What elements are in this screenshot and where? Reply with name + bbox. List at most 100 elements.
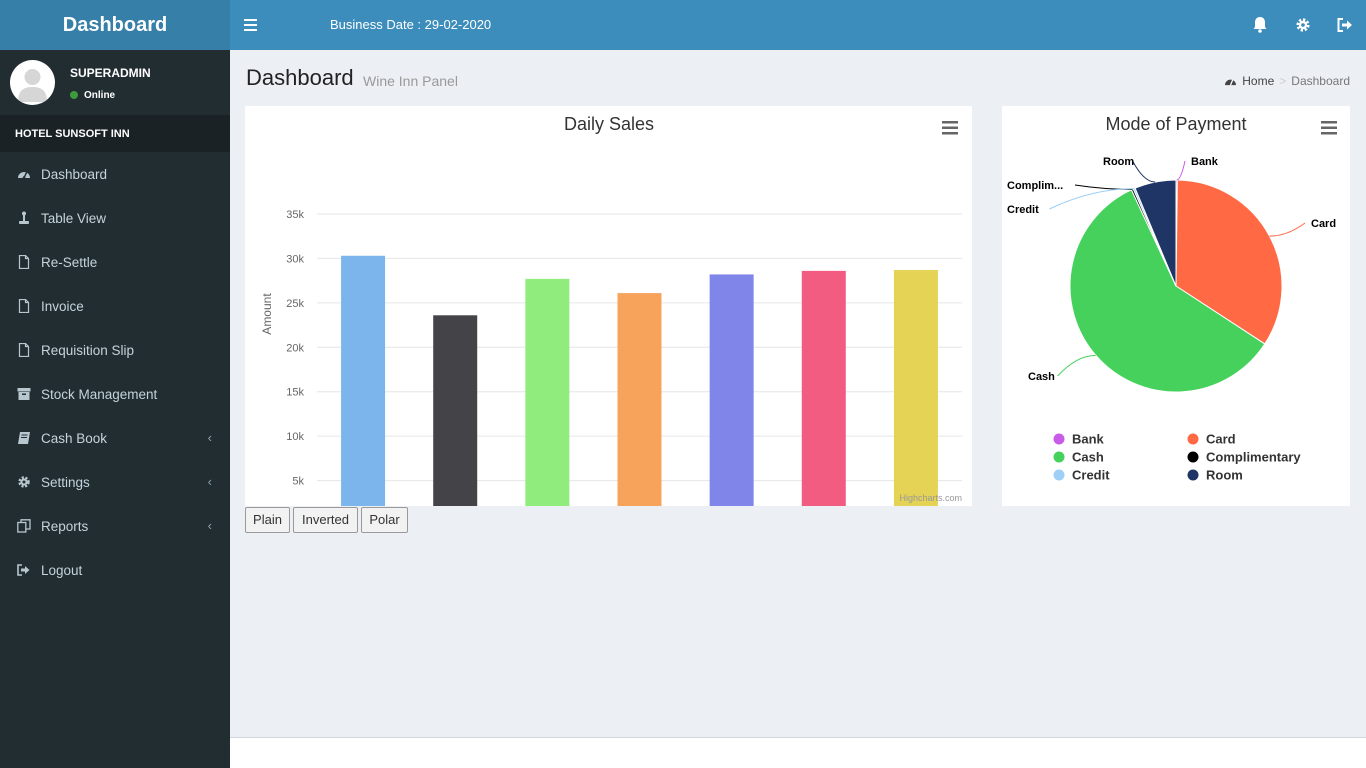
legend-label: Card [1206, 432, 1236, 447]
sidebar-item-stock-management[interactable]: Stock Management [0, 372, 230, 416]
sidebar-item-table-view[interactable]: Table View [0, 196, 230, 240]
top-header: Dashboard Business Date : 29-02-2020 [0, 0, 1366, 50]
user-name: SUPERADMIN [70, 66, 151, 80]
sidebar-item-label: Settings [41, 475, 90, 490]
file-icon [18, 255, 30, 269]
chart-menu-icon[interactable] [1321, 121, 1337, 135]
plain-button[interactable]: Plain [245, 507, 290, 533]
user-status: Online [70, 90, 115, 101]
bar[interactable] [525, 278, 570, 525]
legend-symbol [1187, 469, 1199, 481]
mode-of-payment-chart: Mode of Payment Bank Card Cash Complim... Cr… [1007, 114, 1337, 483]
footer [230, 737, 1366, 768]
pie-data-label: Room [1103, 156, 1134, 168]
sidebar-item-reports[interactable]: Reports ‹ [0, 504, 230, 548]
page-subtitle: Wine Inn Panel [363, 73, 458, 89]
pie-connector [1269, 222, 1306, 237]
sidebar-item-label: Cash Book [41, 431, 108, 446]
y-tick-label: 30k [286, 253, 304, 265]
bar[interactable] [709, 274, 754, 525]
breadcrumb-current: Dashboard [1291, 74, 1350, 88]
y-tick-label: 15k [286, 387, 304, 399]
main-content: Dashboard Wine Inn Panel Home > Dashboard … [230, 50, 1366, 738]
file-icon [18, 299, 30, 313]
user-status-label: Online [84, 90, 116, 101]
chart-title: Mode of Payment [1105, 114, 1246, 134]
daily-sales-chart: Daily Sales Amount 05k10k15k20k25k30k35k… [260, 114, 962, 547]
breadcrumb-home[interactable]: Home [1242, 74, 1275, 88]
file-icon [18, 343, 30, 357]
sign-out-icon[interactable] [1336, 15, 1354, 35]
y-tick-label: 20k [286, 342, 304, 354]
sidebar-item-dashboard[interactable]: Dashboard [0, 152, 230, 196]
app-logo[interactable]: Dashboard [0, 0, 230, 50]
sidebar-item-label: Stock Management [41, 387, 158, 402]
chevron-left-icon: ‹ [207, 474, 212, 489]
legend-label: Bank [1072, 432, 1105, 447]
legend-symbol [1053, 451, 1065, 463]
business-date: Business Date : 29-02-2020 [330, 17, 492, 32]
pie-data-label: Credit [1007, 204, 1039, 216]
pie-data-label: Bank [1191, 156, 1219, 168]
sidebar-menu: Dashboard Table View Re-Settle Invoice R… [0, 152, 230, 592]
sidebar-item-label: Reports [41, 519, 89, 534]
legend-label: Complimentary [1206, 450, 1301, 465]
pie-connector [1176, 160, 1186, 181]
pie-data-label: Card [1311, 218, 1336, 230]
sidebar-item-label: Invoice [41, 299, 84, 314]
dashboard-icon [18, 172, 30, 179]
legend-label: Cash [1072, 450, 1104, 465]
page-title: Dashboard [246, 65, 354, 90]
legend-symbol [1053, 433, 1065, 445]
pie-connector [1074, 184, 1133, 190]
chevron-left-icon: ‹ [207, 518, 212, 533]
legend-item[interactable]: Complimentary [1187, 450, 1302, 465]
legend-label: Room [1206, 468, 1243, 483]
bell-icon[interactable] [1251, 15, 1269, 35]
bar[interactable] [433, 315, 478, 525]
user-panel: SUPERADMIN Online [0, 50, 230, 115]
legend-item[interactable]: Card [1187, 432, 1236, 447]
legend-symbol [1053, 469, 1065, 481]
legend-symbol [1187, 433, 1199, 445]
breadcrumb: Home > Dashboard [1224, 74, 1350, 88]
sidebar-item-re-settle[interactable]: Re-Settle [0, 240, 230, 284]
y-tick-label: 5k [292, 476, 304, 488]
sidebar-item-settings[interactable]: Settings ‹ [0, 460, 230, 504]
chevron-left-icon: ‹ [207, 430, 212, 445]
online-dot-icon [70, 91, 78, 99]
y-tick-label: 25k [286, 298, 304, 310]
bar[interactable] [893, 269, 938, 525]
chart-menu-icon[interactable] [942, 121, 958, 135]
polar-button[interactable]: Polar [361, 507, 408, 533]
y-axis-label: Amount [260, 293, 274, 335]
sidebar-toggle-icon[interactable] [244, 16, 258, 34]
sidebar-item-cash-book[interactable]: Cash Book ‹ [0, 416, 230, 460]
sidebar-item-invoice[interactable]: Invoice [0, 284, 230, 328]
legend-item[interactable]: Room [1187, 468, 1243, 483]
pie-data-label: Complim... [1007, 180, 1063, 192]
gear-icon[interactable] [1294, 15, 1312, 35]
sidebar-item-logout[interactable]: Logout [0, 548, 230, 592]
pie-connector [1049, 188, 1135, 210]
legend-item[interactable]: Credit [1053, 468, 1111, 483]
sidebar-item-label: Requisition Slip [41, 343, 135, 358]
legend-item[interactable]: Bank [1053, 432, 1105, 447]
bar[interactable] [341, 255, 386, 525]
sidebar-item-requisition-slip[interactable]: Requisition Slip [0, 328, 230, 372]
pie-slice[interactable] [1134, 179, 1177, 287]
sidebar: SUPERADMIN Online HOTEL SUNSOFT INN Dash… [0, 50, 230, 768]
y-tick-label: 35k [286, 209, 304, 221]
pie-slice[interactable] [1069, 189, 1266, 393]
sidebar-item-label: Re-Settle [41, 255, 98, 270]
logout-icon [17, 564, 30, 576]
inverted-button[interactable]: Inverted [293, 507, 358, 533]
copy-icon [17, 519, 31, 533]
legend-label: Credit [1072, 468, 1110, 483]
bar[interactable] [801, 270, 846, 525]
mode-of-payment-card: Mode of Payment Bank Card Cash Complim... Cr… [1002, 106, 1350, 506]
chart-credits[interactable]: Highcharts.com [899, 493, 962, 503]
bar[interactable] [617, 293, 662, 525]
legend-item[interactable]: Cash [1053, 450, 1104, 465]
pie-connector [1057, 354, 1096, 377]
